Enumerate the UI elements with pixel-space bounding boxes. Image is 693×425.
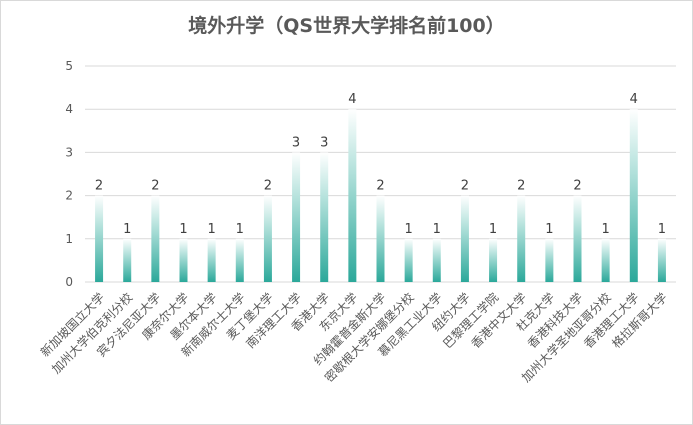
- bar: [95, 195, 104, 282]
- data-label: 4: [348, 92, 356, 107]
- y-tick-label: 2: [65, 189, 73, 203]
- bar: [179, 238, 188, 282]
- data-label: 1: [602, 222, 610, 237]
- bar: [657, 238, 666, 282]
- bar: [545, 238, 554, 282]
- bar: [235, 238, 244, 282]
- data-label: 1: [179, 222, 187, 237]
- bar: [292, 152, 301, 282]
- data-label: 2: [151, 179, 159, 194]
- bars: [95, 109, 666, 282]
- data-label: 1: [658, 222, 666, 237]
- data-label: 3: [292, 135, 300, 150]
- data-label: 1: [545, 222, 553, 237]
- data-label: 2: [517, 179, 525, 194]
- x-axis-labels: 新加坡国立大学加州大学伯克利分校宾夕法尼亚大学康奈尔大学墨尔本大学新南威尔士大学…: [37, 290, 670, 385]
- bar: [376, 195, 385, 282]
- chart-title: 境外升学（QS世界大学排名前100）: [188, 15, 505, 37]
- y-tick-label: 1: [65, 232, 73, 246]
- bar: [432, 238, 441, 282]
- bar: [348, 109, 357, 282]
- bar: [207, 238, 216, 282]
- y-axis-ticks: 0 1 2 3 4 5: [65, 59, 73, 289]
- bar: [123, 238, 132, 282]
- bar: [573, 195, 582, 282]
- y-tick-label: 0: [65, 275, 73, 289]
- data-label: 2: [264, 179, 272, 194]
- bar: [151, 195, 160, 282]
- bar: [601, 238, 610, 282]
- bar: [404, 238, 413, 282]
- bar: [629, 109, 638, 282]
- data-label: 2: [95, 179, 103, 194]
- bar: [517, 195, 526, 282]
- data-label: 1: [208, 222, 216, 237]
- y-tick-label: 4: [65, 102, 73, 116]
- data-label: 1: [433, 222, 441, 237]
- data-label: 1: [405, 222, 413, 237]
- data-label: 2: [573, 179, 581, 194]
- data-label: 4: [630, 92, 638, 107]
- bar: [263, 195, 272, 282]
- data-label: 2: [461, 179, 469, 194]
- data-label: 3: [320, 135, 328, 150]
- data-label: 1: [123, 222, 131, 237]
- data-label: 2: [376, 179, 384, 194]
- bar: [489, 238, 498, 282]
- y-tick-label: 5: [65, 59, 73, 73]
- y-tick-label: 3: [65, 145, 73, 159]
- data-labels: 2 1 2 1 1 1 2 3 3 4 2 1 1 2 1 2 1 2 1 4 1: [95, 92, 666, 237]
- bar: [460, 195, 469, 282]
- data-label: 1: [236, 222, 244, 237]
- bar: [320, 152, 329, 282]
- data-label: 1: [489, 222, 497, 237]
